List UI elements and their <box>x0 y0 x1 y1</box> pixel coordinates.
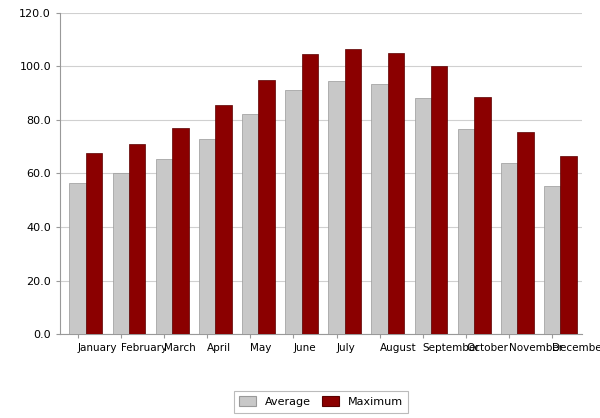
Bar <box>517 132 533 334</box>
Bar <box>302 54 318 334</box>
Bar <box>474 97 491 334</box>
Bar <box>156 159 172 334</box>
Bar <box>458 129 474 334</box>
Bar <box>215 105 232 334</box>
Bar <box>86 153 102 334</box>
Bar <box>501 163 517 334</box>
Bar <box>172 128 188 334</box>
Bar <box>129 144 145 334</box>
Bar <box>371 84 388 334</box>
Bar <box>285 90 302 334</box>
Bar <box>388 53 404 334</box>
Bar <box>345 49 361 334</box>
Bar <box>113 173 129 334</box>
Bar <box>544 186 560 334</box>
Bar <box>431 66 448 334</box>
Bar <box>328 81 345 334</box>
Legend: Average, Maximum: Average, Maximum <box>234 391 408 413</box>
Bar <box>560 156 577 334</box>
Bar <box>242 115 259 334</box>
Bar <box>199 139 215 334</box>
Bar <box>70 183 86 334</box>
Bar <box>415 98 431 334</box>
Bar <box>259 79 275 334</box>
